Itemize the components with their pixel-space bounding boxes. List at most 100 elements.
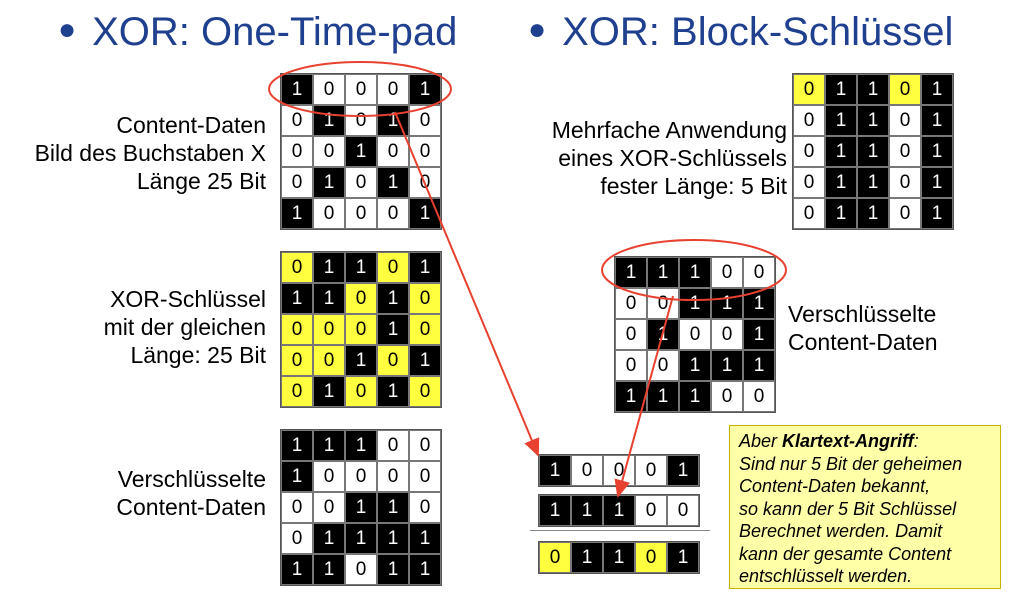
bit-cell: 0 — [313, 492, 345, 523]
bit-cell: 1 — [667, 542, 699, 573]
bit-cell: 0 — [635, 495, 667, 526]
bit-cell: 0 — [313, 461, 345, 492]
bit-cell: 1 — [345, 345, 377, 376]
bit-cell: 1 — [313, 430, 345, 461]
bit-cell: 0 — [281, 523, 313, 554]
bit-cell: 1 — [345, 430, 377, 461]
bit-cell: 0 — [667, 495, 699, 526]
xor-divider — [530, 530, 710, 531]
bit-cell: 1 — [313, 252, 345, 283]
bit-cell: 0 — [889, 74, 921, 105]
bit-cell: 1 — [711, 350, 743, 381]
bit-cell: 1 — [711, 288, 743, 319]
bit-cell: 0 — [281, 376, 313, 407]
label-line: Verschlüsselte — [788, 301, 937, 327]
bit-cell: 1 — [281, 461, 313, 492]
bit-cell: 1 — [377, 554, 409, 585]
bit-cell: 0 — [793, 105, 825, 136]
bit-cell: 1 — [313, 167, 345, 198]
bit-cell: 0 — [711, 381, 743, 412]
bit-cell: 0 — [409, 167, 441, 198]
bit-cell: 1 — [281, 554, 313, 585]
bit-cell: 1 — [857, 198, 889, 229]
bit-cell: 1 — [281, 430, 313, 461]
label-line: Länge: 25 Bit — [130, 342, 266, 368]
bit-cell: 1 — [825, 198, 857, 229]
label-line: eines XOR-Schlüssels — [558, 145, 787, 171]
bit-cell: 1 — [313, 105, 345, 136]
bullet-icon: ● — [58, 13, 77, 46]
bit-cell: 1 — [921, 136, 953, 167]
bit-cell: 1 — [409, 523, 441, 554]
bit-cell: 0 — [281, 167, 313, 198]
bit-cell: 0 — [711, 319, 743, 350]
bit-cell: 1 — [409, 252, 441, 283]
label-line: Mehrfache Anwendung — [551, 117, 787, 143]
bit-cell: 0 — [345, 314, 377, 345]
bit-cell: 1 — [921, 198, 953, 229]
bit-cell: 0 — [377, 461, 409, 492]
bit-cell: 0 — [409, 105, 441, 136]
note-line: kann der gesamte Content — [739, 543, 952, 564]
bit-cell: 1 — [377, 167, 409, 198]
bit-cell: 1 — [679, 257, 711, 288]
bit-cell: 0 — [313, 136, 345, 167]
bit-cell: 1 — [539, 455, 571, 486]
bit-cell: 0 — [647, 350, 679, 381]
label-line: Content-Daten — [116, 112, 266, 138]
bit-cell: 0 — [889, 167, 921, 198]
bit-cell: 1 — [281, 74, 313, 105]
bit-cell: 1 — [377, 105, 409, 136]
bit-cell: 0 — [281, 492, 313, 523]
bit-cell: 1 — [615, 381, 647, 412]
bit-cell: 0 — [345, 554, 377, 585]
bit-cell: 1 — [409, 74, 441, 105]
bit-cell: 0 — [889, 136, 921, 167]
bit-cell: 1 — [679, 350, 711, 381]
bit-cell: 0 — [377, 430, 409, 461]
bit-cell: 0 — [281, 252, 313, 283]
note-colon: : — [913, 431, 919, 451]
bit-cell: 0 — [635, 455, 667, 486]
label-line: Content-Daten — [116, 494, 266, 520]
bit-cell: 1 — [571, 542, 603, 573]
bit-cell: 0 — [377, 74, 409, 105]
bit-cell: 1 — [825, 74, 857, 105]
bit-cell: 1 — [647, 257, 679, 288]
bit-cell: 0 — [889, 105, 921, 136]
bit-cell: 1 — [345, 492, 377, 523]
label-line: mit der gleichen — [103, 314, 266, 340]
bit-cell: 0 — [313, 198, 345, 229]
bit-cell: 0 — [793, 167, 825, 198]
title-one-time-pad: ● XOR: One-Time-pad — [58, 10, 457, 55]
note-line: so kann der 5 Bit Schlüssel — [739, 498, 957, 519]
bit-cell: 0 — [711, 257, 743, 288]
bit-cell: 0 — [313, 345, 345, 376]
bit-cell: 1 — [679, 288, 711, 319]
block-encrypted-label: Verschlüsselte Content-Daten — [788, 300, 938, 356]
bit-cell: 0 — [345, 376, 377, 407]
bit-cell: 0 — [409, 492, 441, 523]
bit-cell: 0 — [409, 461, 441, 492]
bit-cell: 1 — [281, 198, 313, 229]
note-prefix: Aber — [739, 431, 783, 451]
bit-cell: 0 — [539, 542, 571, 573]
bit-cell: 0 — [615, 350, 647, 381]
bullet-icon: ● — [528, 13, 547, 46]
bit-cell: 0 — [345, 198, 377, 229]
bit-cell: 0 — [281, 136, 313, 167]
label-line: Länge 25 Bit — [136, 168, 266, 194]
bit-cell: 0 — [793, 74, 825, 105]
bit-cell: 1 — [409, 198, 441, 229]
bit-cell: 0 — [313, 74, 345, 105]
note-line: entschlüsselt werden. — [739, 566, 913, 586]
bit-cell: 0 — [377, 136, 409, 167]
bit-cell: 1 — [857, 167, 889, 198]
bit-cell: 1 — [825, 136, 857, 167]
bit-cell: 0 — [377, 345, 409, 376]
note-bold: Klartext-Angriff — [782, 431, 914, 451]
bit-cell: 1 — [921, 167, 953, 198]
